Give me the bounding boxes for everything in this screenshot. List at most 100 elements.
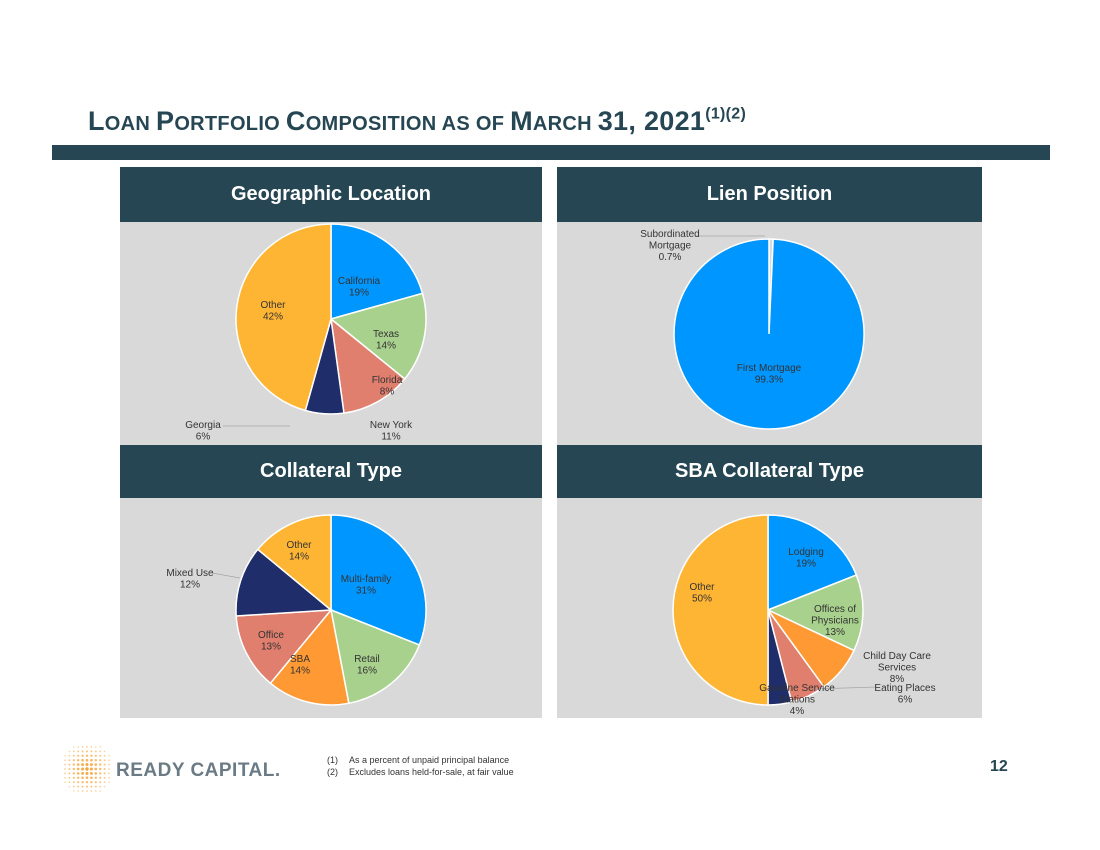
logo-dot (94, 767, 98, 771)
logo-dot (77, 746, 80, 748)
logo-dot (76, 776, 80, 780)
collateral-slice-other (256, 514, 332, 612)
logo-dot (72, 750, 75, 753)
logo-dot (81, 750, 84, 753)
collateral-slice-multi-family (330, 514, 427, 646)
logo-dot (76, 772, 80, 775)
logo-dot (98, 767, 102, 771)
logo-dot (73, 790, 75, 792)
logo-dot (77, 781, 80, 784)
collateral-panel-header: Collateral Type (120, 445, 542, 498)
title-part: C (285, 106, 306, 136)
ready-capital-logo: READY CAPITAL. (62, 744, 302, 794)
logo-dot (94, 776, 98, 780)
lien-label-subordinated-mortgage: Subordinated Mortgage 0.7% (640, 229, 700, 263)
geo-label-new-york: New York 11% (370, 420, 413, 443)
footnote-text: Excludes loans held-for-sale, at fair va… (349, 767, 514, 777)
logo-dot (89, 771, 93, 775)
logo-dot (81, 754, 84, 757)
logo-dot (108, 759, 110, 762)
logo-dot (94, 790, 97, 792)
geo-pie-chart: California 19% Texas 14% New York 11% Georgia 6… (185, 223, 427, 443)
logo-dot (90, 776, 93, 780)
logo-dot (68, 785, 71, 788)
sba-label-gasoline-service-stations: Gasoline Service Stations 4% (759, 683, 835, 717)
logo-dot (99, 781, 102, 784)
geo-label-other: Other 42% (260, 300, 286, 323)
title-superscript: (1)(2) (705, 105, 747, 123)
collateral-pie-chart: Multi-family 31% Retail 16% SBA 14% Office 13% M… (166, 514, 427, 706)
collateral-label-mixed-use: Mixed Use 12% (166, 568, 214, 591)
sba-leader-line (812, 686, 878, 690)
title-part: L (88, 106, 105, 136)
title-part: M (510, 106, 533, 136)
sba-label-other: Other 50% (689, 582, 715, 605)
collateral-slice-sba (269, 608, 350, 706)
logo-dot (89, 767, 93, 771)
sba-label-child-day-care-services: Child Day Care Services 8% (863, 651, 931, 685)
collateral-slice-retail (330, 608, 421, 705)
logo-dot (72, 767, 76, 771)
logo-dot (81, 785, 84, 788)
logo-dot (94, 754, 97, 757)
geo-slice-new-york (329, 317, 406, 414)
footnote-number: (1) (327, 755, 338, 765)
logo-dot (103, 772, 106, 775)
title-part: OMPOSITION AS OF (305, 113, 511, 135)
logo-dot (81, 746, 84, 748)
logo-dot (85, 750, 89, 753)
logo-dot (77, 785, 80, 788)
page-title: LOAN PORTFOLIO COMPOSITION AS OF MARCH 3… (88, 101, 746, 138)
logo-dot (81, 767, 85, 771)
collateral-label-multi-family: Multi-family 31% (341, 574, 392, 597)
logo-dot (76, 758, 80, 762)
collateral-label-sba: SBA 14% (290, 654, 310, 677)
logo-dot (72, 781, 75, 784)
lien-pie-chart: Subordinated Mortgage 0.7% First Mortgage 99… (640, 229, 865, 430)
geo-slice-california (330, 223, 424, 320)
geo-label-georgia: Georgia 6% (185, 420, 221, 443)
logo-dot (103, 759, 106, 762)
sba-label-lodging: Lodging 19% (788, 547, 824, 570)
logo-dot (99, 750, 102, 753)
collateral-label-other: Other 14% (286, 540, 312, 563)
logo-dot (108, 781, 110, 783)
logo-dot (86, 790, 88, 792)
logo-dot (103, 781, 106, 784)
logo-dot (94, 772, 98, 775)
logo-dot (99, 776, 102, 779)
page-number: 12 (990, 758, 1008, 775)
geo-slice-texas (329, 292, 427, 381)
collateral-label-office: Office 13% (258, 630, 284, 653)
logo-dot (76, 763, 80, 766)
logo-dot (108, 755, 110, 757)
sba-panel-title: SBA Collateral Type (675, 460, 864, 482)
title-part: P (156, 106, 175, 136)
logo-dot (108, 776, 110, 779)
title-part: ORTFOLIO (174, 113, 286, 135)
logo-dot (73, 746, 75, 748)
logo-dot (68, 776, 71, 779)
sba-slice-other (672, 514, 769, 706)
logo-dot (90, 758, 93, 762)
title-part: ARCH (532, 113, 598, 135)
geo-slice-other (235, 223, 332, 412)
geo-label-california: California 19% (338, 276, 381, 299)
logo-dot (81, 771, 85, 775)
collateral-label-retail: Retail 16% (354, 654, 380, 677)
collateral-slice-office (235, 609, 333, 685)
logo-dot (94, 746, 97, 748)
logo-dot (72, 754, 75, 757)
lien-panel-header: Lien Position (557, 167, 982, 222)
collateral-leader-line (211, 572, 241, 579)
sba-label-offices-of-physicians: Offices of Physicians 13% (811, 604, 859, 638)
logo-dot (81, 781, 84, 784)
logo-dot (103, 763, 106, 766)
geo-label-texas: Texas 14% (373, 329, 399, 352)
logo-dot (81, 758, 84, 762)
logo-dot (94, 785, 97, 788)
lien-panel-title: Lien Position (706, 183, 833, 205)
collateral-panel-title: Collateral Type (260, 460, 402, 482)
logo-dot (68, 767, 71, 771)
logo-dot (103, 750, 106, 753)
